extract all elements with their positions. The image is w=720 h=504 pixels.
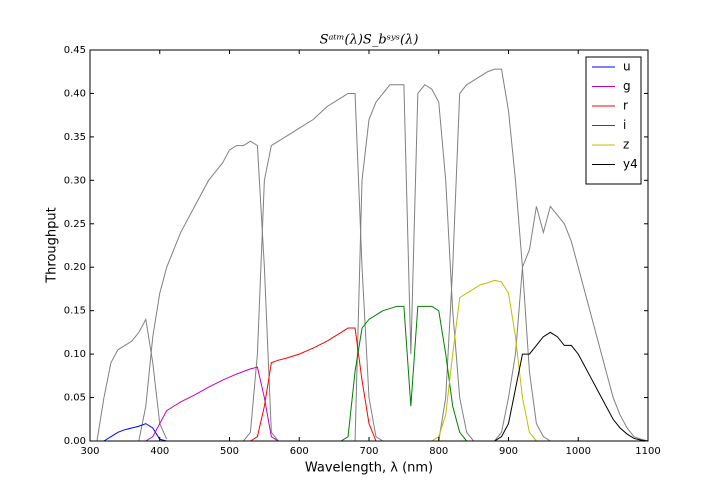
series-line (250, 327, 377, 442)
legend-label: g (623, 79, 631, 93)
y-tick-label: 0.35 (64, 132, 86, 143)
series-line (145, 366, 279, 442)
x-tick-label: 700 (359, 446, 378, 457)
series-line (243, 92, 384, 442)
x-tick-label: 500 (220, 446, 239, 457)
legend-label: y4 (623, 157, 638, 171)
y-tick-label: 0.25 (64, 219, 86, 230)
y-tick-label: 0.10 (64, 349, 86, 360)
y-tick-label: 0.30 (64, 175, 86, 186)
x-tick-label: 1100 (635, 446, 660, 457)
series-line (438, 68, 551, 442)
x-tick-label: 300 (80, 446, 99, 457)
series-line (96, 317, 168, 442)
x-tick-label: 400 (150, 446, 169, 457)
y-tick-label: 0.20 (64, 262, 86, 273)
y-tick-label: 0.05 (64, 393, 86, 404)
legend-label: r (623, 99, 628, 113)
y-tick-label: 0.45 (64, 45, 86, 56)
y-tick-label: 0.00 (64, 436, 86, 447)
legend-label: i (623, 118, 626, 132)
series-line (354, 84, 475, 442)
series-line (494, 205, 649, 442)
legend-box (585, 56, 642, 185)
y-tick-label: 0.15 (64, 306, 86, 317)
x-tick-label: 900 (499, 446, 518, 457)
series-line (103, 423, 167, 442)
series-line (494, 331, 649, 442)
legend-label: u (623, 60, 631, 74)
x-axis-label: Wavelength, λ (nm) (305, 461, 433, 476)
x-tick-label: 800 (429, 446, 448, 457)
x-tick-label: 1000 (566, 446, 591, 457)
series-line (138, 140, 279, 442)
series-line (431, 279, 537, 442)
series-line (340, 305, 468, 442)
y-axis-label: Throughput (45, 207, 60, 284)
plot-frame (89, 49, 649, 442)
legend-label: z (623, 138, 629, 152)
chart-title: Sᵃᵗᵐ(λ)S_bˢʸˢ(λ) (320, 33, 419, 48)
y-tick-label: 0.40 (64, 88, 86, 99)
x-tick-label: 600 (290, 446, 309, 457)
